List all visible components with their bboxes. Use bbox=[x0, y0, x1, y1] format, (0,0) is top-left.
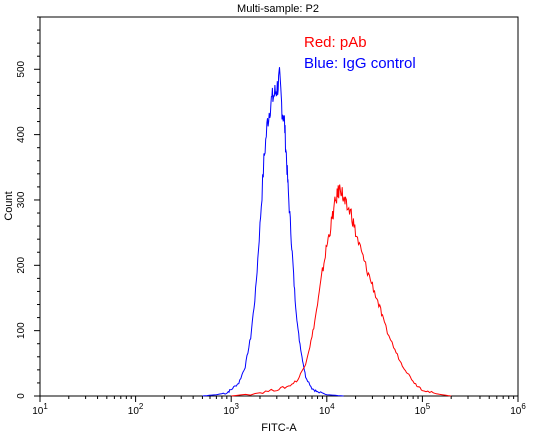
x-tick-label: 105 bbox=[415, 402, 431, 417]
x-tick-label: 103 bbox=[223, 402, 239, 417]
series-layer bbox=[202, 67, 452, 397]
series-line bbox=[202, 67, 344, 397]
plot-frame bbox=[39, 16, 519, 397]
x-axis-label: FITC-A bbox=[261, 422, 297, 433]
x-tick-label: 101 bbox=[32, 402, 48, 417]
y-axis: 0 100 200 300 400 500 bbox=[16, 16, 40, 399]
y-tick-label: 0 bbox=[16, 393, 27, 399]
series-line bbox=[231, 184, 452, 397]
y-tick-label: 400 bbox=[16, 126, 27, 143]
x-tick-label: 104 bbox=[319, 402, 335, 417]
x-tick-label: 106 bbox=[510, 402, 526, 417]
legend-entry: Blue: IgG control bbox=[304, 55, 416, 72]
y-tick-label: 300 bbox=[16, 191, 27, 208]
legend: Red: pAb Blue: IgG control bbox=[304, 34, 416, 72]
y-axis-label: Count bbox=[3, 191, 15, 220]
y-tick-label: 500 bbox=[16, 60, 27, 77]
x-tick-label: 102 bbox=[128, 402, 144, 417]
y-tick-label: 200 bbox=[16, 257, 27, 274]
y-tick-label: 100 bbox=[16, 322, 27, 339]
legend-entry: Red: pAb bbox=[304, 34, 367, 51]
x-axis: 101 102 103 104 105 106 bbox=[32, 396, 526, 417]
chart-title: Multi-sample: P2 bbox=[237, 3, 319, 15]
